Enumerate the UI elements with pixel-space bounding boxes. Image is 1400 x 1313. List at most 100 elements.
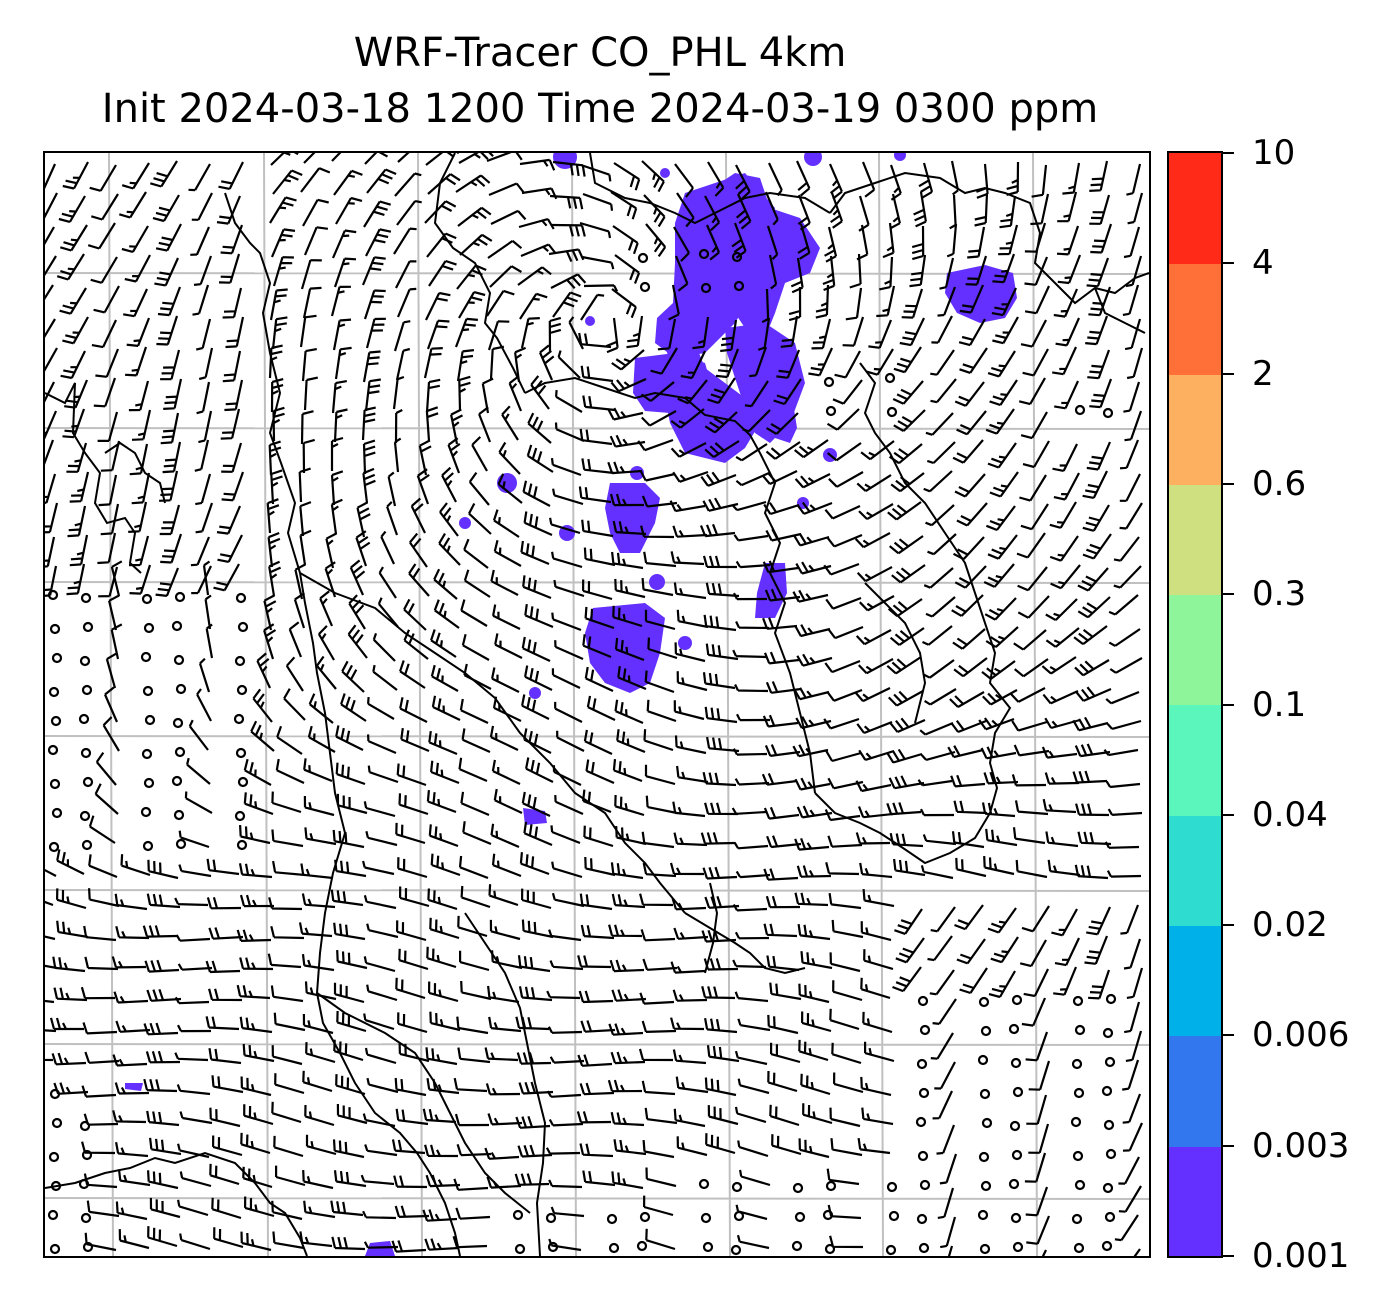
- wind-barb: [425, 291, 451, 321]
- wind-barb: [1017, 595, 1050, 619]
- wind-barb: [304, 1104, 335, 1127]
- wind-barb: [454, 1113, 490, 1127]
- wind-barb: [893, 409, 926, 432]
- wind-barb: [984, 597, 1017, 621]
- calm-wind-marker: [234, 810, 246, 822]
- wind-barb: [393, 437, 402, 473]
- wind-barb: [1107, 808, 1143, 816]
- wind-barb: [269, 196, 297, 224]
- wind-barb: [303, 1200, 336, 1219]
- colorbar-tick-label: 0.6: [1252, 463, 1307, 504]
- wind-barb: [460, 791, 490, 817]
- wind-barb: [611, 989, 647, 1002]
- wind-barb: [657, 318, 677, 351]
- wind-barb: [174, 897, 209, 907]
- colorbar-tick: [1222, 703, 1234, 706]
- wind-barb: [808, 347, 834, 377]
- wind-barb: [548, 1118, 584, 1127]
- wind-barb: [222, 287, 243, 319]
- wind-barb: [330, 470, 344, 506]
- wind-barb: [582, 579, 613, 601]
- wind-barb: [925, 412, 954, 436]
- wind-barb: [363, 1241, 399, 1249]
- colorbar-band: [1169, 925, 1221, 1037]
- wind-barb: [267, 953, 302, 969]
- wind-barb: [987, 350, 1016, 378]
- wind-barb: [517, 266, 552, 286]
- wind-barb: [340, 693, 367, 722]
- wind-barb: [930, 378, 957, 404]
- wind-barb: [366, 923, 399, 939]
- wind-barb: [644, 609, 676, 631]
- wind-barb: [1050, 564, 1081, 590]
- wind-barb: [88, 888, 120, 908]
- wind-barb: [1054, 937, 1080, 967]
- wind-barb: [557, 350, 581, 379]
- wind-barb: [735, 471, 770, 487]
- wind-barb: [487, 985, 520, 1004]
- wind-barb: [1053, 288, 1079, 318]
- wind-barb: [1052, 443, 1078, 472]
- calm-wind-marker: [918, 1087, 930, 1099]
- wind-barb: [301, 893, 336, 909]
- wind-barb: [705, 224, 721, 261]
- wind-barb: [826, 1168, 860, 1186]
- wind-barb: [735, 1204, 768, 1221]
- wind-barb: [302, 438, 315, 474]
- wind-barb: [824, 659, 861, 674]
- wind-barb: [399, 697, 428, 723]
- wind-barb: [672, 989, 708, 1002]
- wind-barb: [937, 1187, 955, 1219]
- wind-barb: [1024, 1152, 1047, 1183]
- wind-barb: [1011, 720, 1048, 732]
- wind-barb: [793, 687, 830, 701]
- wind-barb: [302, 1170, 334, 1190]
- wind-barb: [45, 502, 59, 534]
- wind-barb: [272, 169, 303, 195]
- wind-barb: [676, 192, 695, 228]
- wind-barb: [299, 529, 312, 566]
- wind-barb: [489, 345, 505, 380]
- wind-barb: [1055, 317, 1081, 347]
- colorbar-tick-label: 0.04: [1252, 794, 1328, 835]
- wind-barb: [285, 656, 304, 692]
- wind-barb: [1077, 596, 1111, 619]
- calm-wind-marker: [917, 995, 929, 1007]
- wind-barb: [121, 162, 150, 190]
- wind-barb: [551, 551, 583, 569]
- wind-barb: [645, 795, 678, 815]
- wind-barb: [427, 173, 461, 195]
- wind-barb: [855, 780, 892, 793]
- wind-barb: [551, 861, 583, 879]
- wind-barb: [644, 670, 675, 694]
- wind-barb: [332, 829, 365, 849]
- wind-barb: [391, 1240, 427, 1253]
- calm-wind-marker: [512, 1209, 524, 1221]
- wind-barb: [888, 690, 924, 707]
- wind-barb: [216, 195, 242, 225]
- wind-barb: [324, 561, 337, 598]
- wind-barb: [990, 936, 1019, 964]
- calm-wind-marker: [606, 1213, 618, 1225]
- wind-barb: [283, 688, 306, 721]
- wind-barb: [1015, 859, 1048, 879]
- wind-barb: [146, 1110, 180, 1127]
- calm-wind-marker: [81, 684, 93, 696]
- wind-barb: [331, 380, 347, 414]
- wind-barb: [56, 920, 89, 939]
- wind-barb: [608, 1023, 644, 1036]
- calm-wind-marker: [1102, 1027, 1114, 1039]
- wind-barb: [1049, 535, 1079, 562]
- wind-barb: [555, 390, 583, 413]
- wind-barb: [1045, 627, 1080, 648]
- wind-barb: [609, 434, 646, 448]
- wind-barb: [195, 502, 214, 534]
- wind-barb: [1077, 567, 1109, 592]
- wind-barb: [1124, 318, 1142, 351]
- wind-barb: [163, 378, 183, 410]
- wind-barb: [330, 285, 351, 317]
- wind-barb: [256, 652, 271, 689]
- wind-barb: [88, 854, 118, 879]
- wind-barb: [610, 1051, 646, 1065]
- wind-barb: [1045, 598, 1078, 622]
